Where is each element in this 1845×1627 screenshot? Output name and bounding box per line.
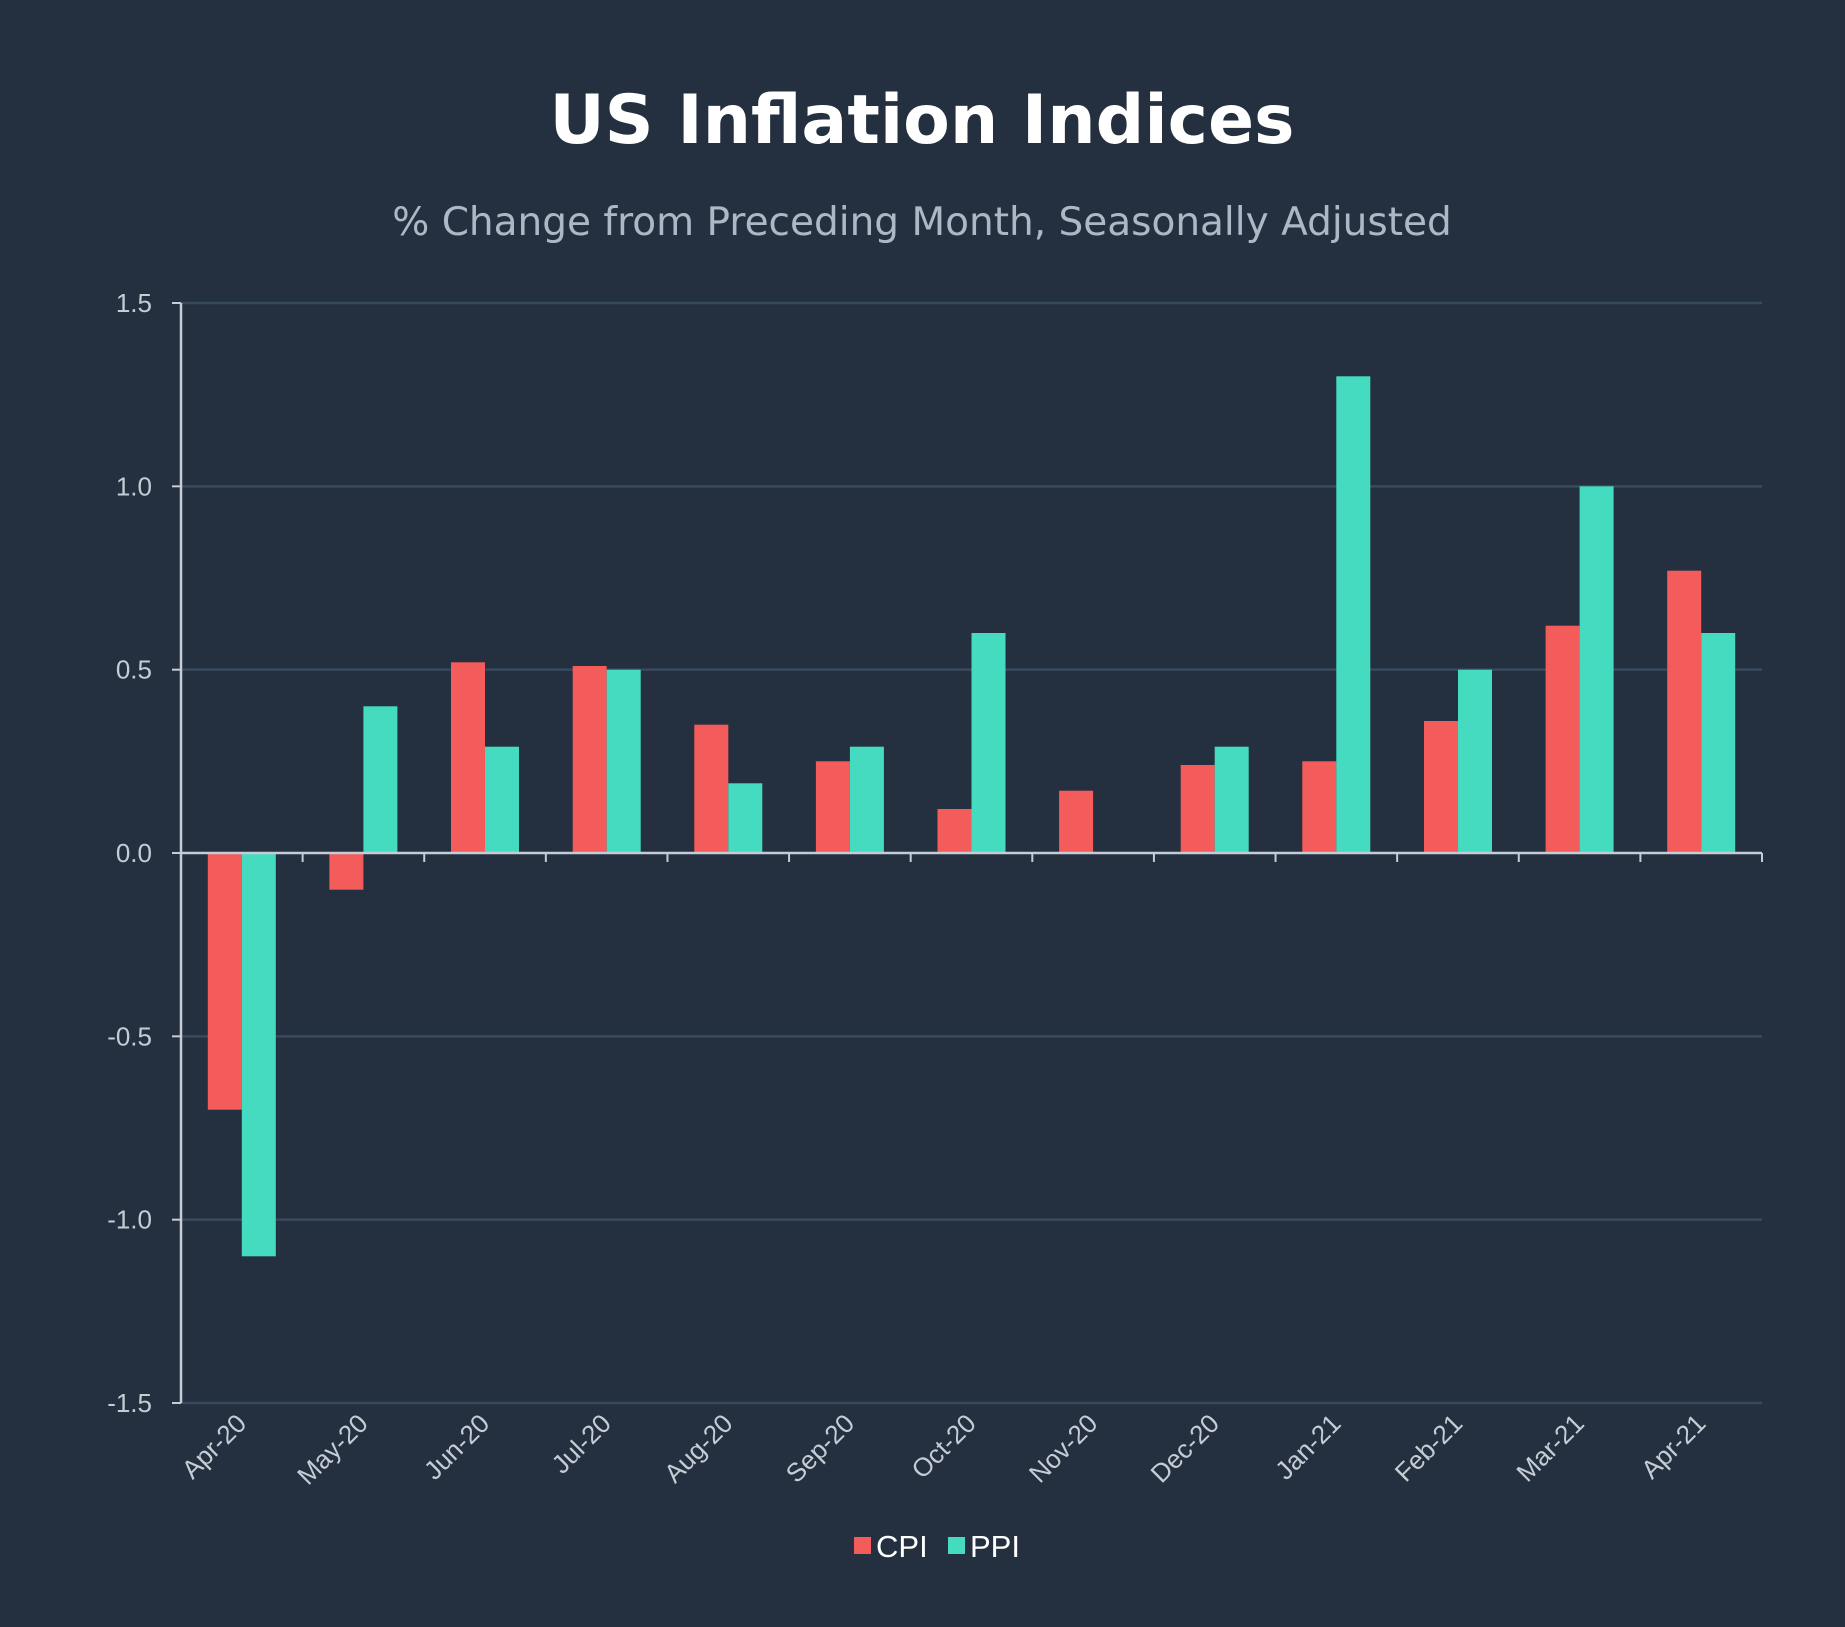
y-tick-label: -1.0: [107, 1205, 152, 1235]
bar-cpi-jun-20: [451, 662, 485, 853]
bar-ppi-sep-20: [849, 746, 884, 853]
bar-ppi-dec-20: [1214, 746, 1249, 853]
bar-ppi-jun-20: [485, 746, 519, 853]
legend-label: PPI: [970, 1529, 1020, 1564]
legend-label: CPI: [876, 1529, 928, 1564]
bar-ppi-apr-20: [241, 853, 276, 1257]
bar-cpi-aug-20: [694, 724, 729, 853]
bar-cpi-mar-21: [1545, 625, 1580, 853]
y-axis-ticks: 1.5 1.0 0.5 0.0 -0.5 -1.0 -1.5: [107, 288, 181, 1418]
legend-item-ppi: PPI: [948, 1529, 1020, 1564]
legend-swatch: [854, 1537, 871, 1554]
bar-cpi-feb-21: [1424, 721, 1458, 853]
y-tick-label: -0.5: [107, 1021, 152, 1051]
bar-cpi-jan-21: [1302, 761, 1337, 853]
bar-cpi-apr-20: [207, 853, 242, 1110]
bar-cpi-nov-20: [1059, 790, 1094, 853]
bar-cpi-apr-21: [1667, 570, 1702, 853]
bar-ppi-apr-21: [1701, 633, 1736, 853]
bar-ppi-mar-21: [1579, 486, 1614, 853]
chart-subtitle: % Change from Preceding Month, Seasonall…: [392, 200, 1452, 245]
y-tick-label: -1.5: [107, 1388, 152, 1418]
axes: [179, 303, 1763, 1403]
chart-title: US Inflation Indices: [549, 81, 1294, 160]
legend-swatch: [948, 1537, 965, 1554]
legend: CPI PPI: [854, 1529, 1020, 1564]
bar-cpi-may-20: [329, 853, 364, 890]
bar-ppi-aug-20: [728, 783, 763, 853]
bar-ppi-feb-21: [1458, 669, 1492, 853]
bar-ppi-may-20: [363, 706, 398, 853]
y-tick-label: 1.0: [116, 471, 152, 501]
bar-cpi-sep-20: [815, 761, 850, 853]
bar-ppi-oct-20: [971, 633, 1006, 853]
bar-ppi-jul-20: [606, 669, 641, 853]
y-tick-label: 0.5: [116, 655, 152, 685]
bar-cpi-oct-20: [937, 809, 972, 853]
legend-item-cpi: CPI: [854, 1529, 928, 1564]
bar-ppi-jan-21: [1336, 376, 1371, 853]
y-tick-label: 1.5: [116, 288, 152, 318]
bar-cpi-dec-20: [1180, 765, 1215, 853]
bars: [207, 376, 1736, 1257]
y-tick-label: 0.0: [116, 838, 152, 868]
bar-cpi-jul-20: [572, 666, 607, 853]
